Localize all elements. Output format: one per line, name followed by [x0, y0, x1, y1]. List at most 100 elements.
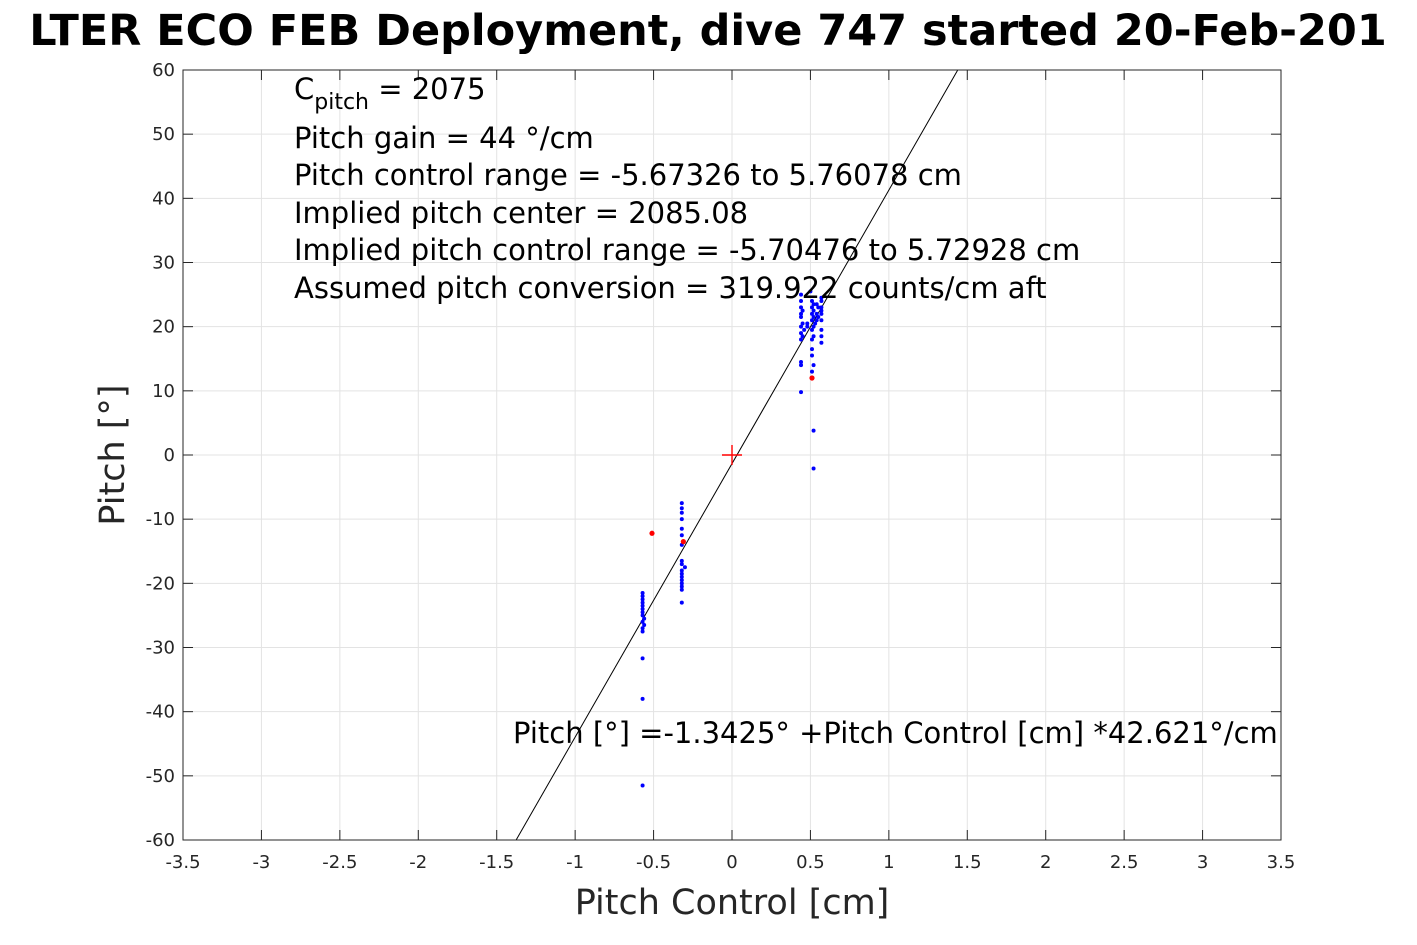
data-point: [802, 327, 807, 332]
data-point: [809, 369, 814, 374]
data-point: [811, 363, 816, 368]
outlier-point: [680, 539, 686, 545]
y-tick-label: -50: [146, 766, 175, 787]
data-point: [640, 619, 645, 624]
implied-pitch-range-annotation: Implied pitch control range = -5.70476 t…: [294, 233, 1080, 267]
data-point: [819, 305, 824, 310]
implied-pitch-center-annotation: Implied pitch center = 2085.08: [294, 196, 748, 230]
data-point: [819, 308, 824, 313]
data-point: [640, 783, 645, 788]
data-point: [805, 324, 810, 329]
data-point: [679, 510, 684, 515]
data-point: [809, 305, 814, 310]
data-point: [809, 337, 814, 342]
data-point: [809, 311, 814, 316]
x-tick-label: 0.5: [796, 852, 825, 873]
data-point: [679, 568, 684, 573]
data-point: [640, 607, 645, 611]
data-point: [819, 334, 824, 339]
x-tick-label: -1: [566, 852, 584, 873]
data-points: [640, 289, 824, 788]
data-point: [682, 565, 687, 570]
data-point: [679, 558, 684, 563]
data-point: [800, 308, 805, 313]
data-point: [799, 292, 804, 297]
data-point: [679, 578, 684, 583]
data-point: [679, 501, 684, 506]
data-point: [800, 321, 805, 326]
cpitch-value: = 2075: [369, 72, 486, 106]
y-tick-label: -40: [146, 702, 175, 723]
data-point: [819, 295, 824, 300]
data-point: [816, 315, 821, 320]
y-tick-label: 40: [152, 188, 175, 209]
data-point: [679, 506, 684, 511]
data-point: [640, 603, 645, 608]
data-point: [799, 299, 804, 303]
y-tick-label: -60: [146, 830, 175, 851]
y-tick-label: 50: [152, 124, 175, 145]
y-axis-ticks: 60 50 40 30 20 10 0 -10 -20 -30 -40 -50 -60: [146, 60, 1281, 851]
data-point: [809, 353, 814, 358]
data-point: [799, 390, 804, 395]
x-tick-label: -2.5: [322, 852, 357, 873]
data-point: [808, 289, 813, 294]
data-point: [679, 533, 684, 538]
data-point: [799, 324, 804, 329]
data-point: [813, 321, 818, 326]
data-point: [679, 600, 684, 605]
x-tick-label: -3: [252, 852, 270, 873]
data-point: [799, 363, 804, 368]
data-point: [640, 626, 645, 631]
data-point: [819, 340, 824, 345]
data-point: [800, 334, 805, 339]
data-point: [679, 584, 684, 589]
data-point: [679, 587, 684, 592]
data-point: [679, 581, 684, 586]
data-point: [679, 526, 684, 531]
y-tick-label: -30: [146, 638, 175, 659]
data-point: [640, 613, 645, 618]
pitch-conversion-annotation: Assumed pitch conversion = 319.922 count…: [294, 271, 1047, 305]
y-tick-label: 20: [152, 317, 175, 338]
y-tick-label: -10: [146, 509, 175, 530]
data-point: [640, 597, 645, 602]
data-point: [679, 571, 684, 576]
data-point: [809, 318, 814, 323]
outlier-point: [649, 530, 655, 536]
data-point: [819, 318, 824, 323]
data-point: [799, 359, 804, 364]
data-point: [816, 305, 821, 310]
y-axis-label: Pitch [°]: [93, 384, 133, 525]
data-point: [640, 696, 645, 701]
data-point: [679, 574, 684, 579]
data-point: [811, 324, 816, 329]
cpitch-symbol: C: [294, 72, 314, 106]
y-tick-label: 30: [152, 253, 175, 274]
y-tick-label: 10: [152, 381, 175, 402]
data-point: [640, 590, 645, 595]
data-point: [799, 311, 804, 316]
x-tick-label: -3.5: [165, 852, 200, 873]
y-tick-label: -20: [146, 573, 175, 594]
plot-frame: [182, 69, 1282, 841]
data-point: [799, 337, 804, 342]
data-point: [814, 318, 819, 323]
y-tick-label: 0: [164, 445, 175, 466]
data-point: [679, 562, 684, 567]
pitch-control-range-annotation: Pitch control range = -5.67326 to 5.7607…: [294, 158, 962, 192]
data-point: [799, 305, 804, 310]
data-point: [640, 610, 645, 615]
data-point: [819, 299, 824, 303]
data-point: [819, 327, 824, 332]
x-tick-label: 3.5: [1267, 852, 1296, 873]
data-point: [811, 308, 816, 313]
data-point: [642, 616, 647, 621]
data-point: [640, 594, 645, 599]
x-tick-label: 2.5: [1110, 852, 1139, 873]
x-tick-label: 2: [1040, 852, 1051, 873]
data-point: [809, 327, 814, 332]
outlier-point: [809, 375, 815, 381]
x-tick-label: -2: [409, 852, 427, 873]
x-tick-label: -1.5: [479, 852, 514, 873]
